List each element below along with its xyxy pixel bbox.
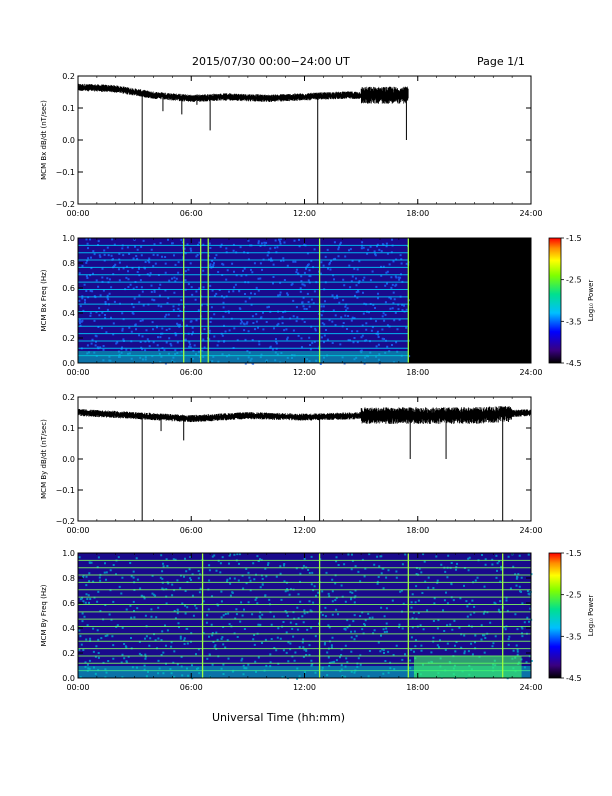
- y-tick-label: 0.2: [62, 393, 75, 402]
- y-tick-label: 0.0: [62, 136, 75, 145]
- x-tick-label: 12:00: [293, 209, 316, 218]
- y-tick-label: 0.4: [62, 309, 75, 318]
- colorbar-tick-label: -4.5: [566, 674, 582, 683]
- x-tick-label: 24:00: [519, 526, 542, 535]
- header-date-range: 2015/07/30 00:00−24:00 UT: [192, 55, 350, 68]
- enhanced-power-region: [413, 656, 522, 678]
- x-axis-title: Universal Time (hh:mm): [212, 711, 345, 724]
- spectrogram-background: [78, 238, 409, 363]
- header-page: Page 1/1: [477, 55, 525, 68]
- x-tick-label: 00:00: [66, 209, 89, 218]
- colorbar-tick-label: -3.5: [566, 632, 582, 641]
- x-tick-label: 18:00: [406, 683, 429, 692]
- colorbar-tick-label: -1.5: [566, 549, 582, 558]
- y-tick-label: 0.2: [62, 72, 75, 81]
- trace-line: [77, 406, 532, 424]
- colorbar-tick-label: -2.5: [566, 276, 582, 285]
- x-tick-label: 12:00: [293, 368, 316, 377]
- y-tick-label: 0.2: [62, 649, 75, 658]
- x-tick-label: 00:00: [66, 526, 89, 535]
- y-tick-label: 0.6: [62, 284, 75, 293]
- x-tick-label: 24:00: [519, 368, 542, 377]
- colorbar-tick-label: -3.5: [566, 317, 582, 326]
- low-frequency-power-band: [78, 351, 409, 363]
- x-tick-label: 06:00: [180, 368, 203, 377]
- x-tick-label: 00:00: [66, 683, 89, 692]
- y-tick-label: 1.0: [62, 234, 75, 243]
- x-tick-label: 06:00: [180, 209, 203, 218]
- y-axis-label: MCM Bx Freq (Hz): [40, 269, 48, 331]
- y-tick-label: 0.0: [62, 674, 75, 683]
- x-tick-label: 18:00: [406, 368, 429, 377]
- x-tick-label: 12:00: [293, 526, 316, 535]
- x-tick-label: 06:00: [180, 526, 203, 535]
- spectral-speckle: [78, 553, 533, 680]
- trace-line: [77, 83, 409, 104]
- y-tick-label: −0.2: [56, 200, 75, 209]
- y-tick-label: 0.6: [62, 599, 75, 608]
- panels: 0.2 0.1 0.0 −0.1 −0.2 MCM Bx dB/dt (nT/sec) 00…: [40, 72, 595, 692]
- x-tick-label: 12:00: [293, 683, 316, 692]
- y-tick-label: −0.2: [56, 517, 75, 526]
- line-panel-0: 0.2 0.1 0.0 −0.1 −0.2 MCM Bx dB/dt (nT/sec) 00…: [40, 72, 543, 218]
- y-tick-label: 0.0: [62, 359, 75, 368]
- colorbar: [548, 552, 562, 679]
- y-tick-label: −0.1: [56, 168, 75, 177]
- y-tick-label: 0.2: [62, 334, 75, 343]
- colorbar-tick-label: -2.5: [566, 591, 582, 600]
- x-tick-label: 06:00: [180, 683, 203, 692]
- y-tick-label: 1.0: [62, 549, 75, 558]
- x-tick-label: 24:00: [519, 683, 542, 692]
- y-tick-label: 0.1: [62, 424, 75, 433]
- colorbar-label: Log₁₀ Power: [587, 595, 595, 637]
- x-tick-label: 18:00: [406, 526, 429, 535]
- colorbar-tick-label: -4.5: [566, 359, 582, 368]
- y-tick-label: 0.1: [62, 104, 75, 113]
- y-axis-label: MCM Bx dB/dt (nT/sec): [40, 100, 48, 180]
- y-axis-label: MCM By Freq (Hz): [40, 584, 48, 646]
- y-tick-label: 0.8: [62, 259, 75, 268]
- y-tick-label: 0.0: [62, 455, 75, 464]
- x-tick-label: 24:00: [519, 209, 542, 218]
- heatmap-panel-3: 1.0 0.8 0.6 0.4 0.2 0.0 MCM By Freq (Hz) 00:00 0…: [40, 549, 595, 692]
- line-panel-2: 0.2 0.1 0.0 −0.1 −0.2 MCM By dB/dt (nT/sec) 00…: [40, 393, 543, 535]
- x-tick-label: 18:00: [406, 209, 429, 218]
- colorbar-label: Log₁₀ Power: [587, 280, 595, 322]
- y-axis-label: MCM By dB/dt (nT/sec): [40, 419, 48, 499]
- y-tick-label: 0.8: [62, 574, 75, 583]
- x-tick-label: 00:00: [66, 368, 89, 377]
- heatmap-panel-1: 1.0 0.8 0.6 0.4 0.2 0.0 MCM Bx Freq (Hz) 00:00 0…: [40, 234, 595, 377]
- colorbar: [548, 237, 562, 364]
- colorbar-tick-label: -1.5: [566, 234, 582, 243]
- y-tick-label: −0.1: [56, 486, 75, 495]
- y-tick-label: 0.4: [62, 624, 75, 633]
